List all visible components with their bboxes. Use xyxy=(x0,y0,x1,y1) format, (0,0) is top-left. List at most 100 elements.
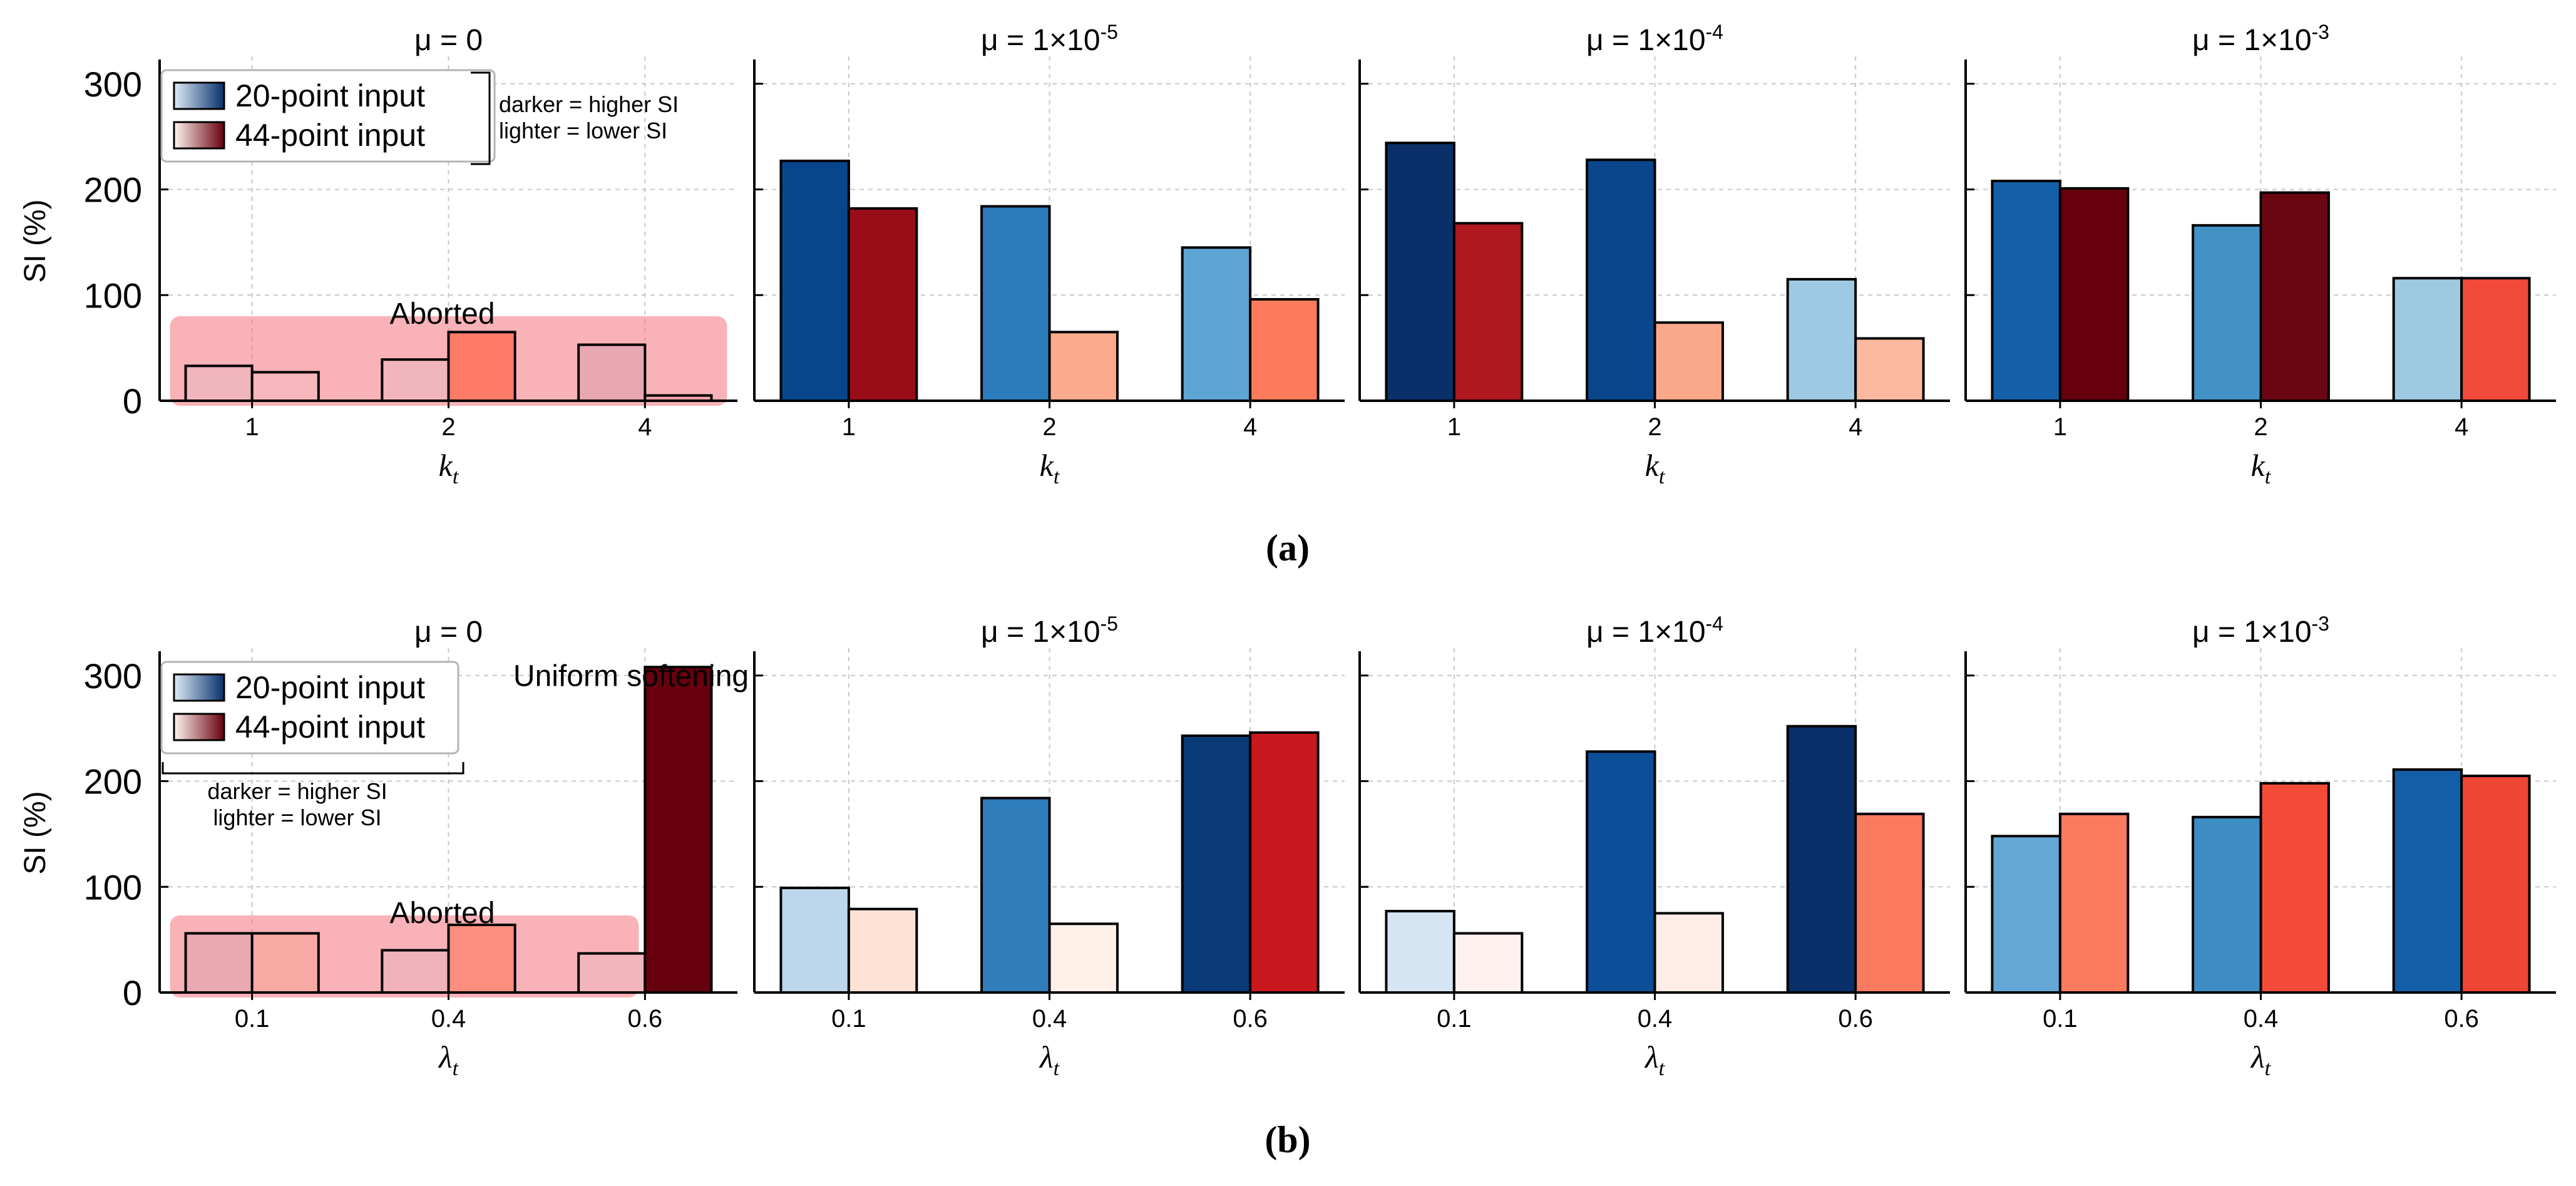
chart-panel-a-3: 1 2 4 kt μ = 1×10-4 xyxy=(1358,21,1950,488)
x-tick-label: 2 xyxy=(2254,413,2267,441)
bar-44-point xyxy=(1653,912,1724,994)
x-tick-label: 0.4 xyxy=(431,1005,466,1033)
x-axis-label: λt xyxy=(438,1039,459,1080)
legend-box xyxy=(160,69,496,163)
legend-bracket xyxy=(162,762,464,775)
panel-title: μ = 1×10-5 xyxy=(981,612,1118,649)
bar-20-point xyxy=(381,949,450,994)
bar-44-point xyxy=(1854,812,1925,994)
panel-title: μ = 0 xyxy=(414,24,483,57)
aborted-label: Aborted xyxy=(389,897,495,930)
x-axis-label: kt xyxy=(439,448,459,488)
bar-44-point xyxy=(1653,321,1724,402)
bar-20-point xyxy=(779,159,850,402)
x-axis-label: λt xyxy=(2250,1039,2272,1080)
bar-44-point xyxy=(447,924,516,994)
y-tick-label: 0 xyxy=(123,973,142,1013)
chart-panel-b-4: 0.1 0.4 0.6 λt μ = 1×10-3 xyxy=(1964,612,2556,1080)
bar-20-point xyxy=(779,886,850,994)
panel-title: μ = 1×10-3 xyxy=(2192,612,2329,649)
bar-20-point xyxy=(980,797,1051,994)
bar-20-point xyxy=(577,952,647,994)
bar-44-point xyxy=(1249,731,1320,994)
legend-row-b: 20-point input 44-point input darker = h… xyxy=(160,661,464,830)
chart-panel-a-1: Aborted 0 100 200 300 1 2 4 kt μ = 0 xyxy=(84,24,737,488)
bar-20-point xyxy=(1586,750,1656,994)
legend-bracket xyxy=(471,71,491,165)
x-tick-label: 0.1 xyxy=(1437,1005,1472,1033)
legend-entry-blue: 20-point input xyxy=(235,670,425,705)
bar-20-point xyxy=(1181,246,1252,402)
y-tick-label: 100 xyxy=(84,276,142,315)
caption-a: (a) xyxy=(1266,527,1310,569)
x-axis-label: kt xyxy=(1040,448,1060,488)
chart-panel-a-2: 1 2 4 kt μ = 1×10-5 xyxy=(753,21,1345,488)
x-tick-label: 2 xyxy=(441,413,455,441)
x-axis-label: λt xyxy=(1039,1039,1060,1080)
legend-entry-blue: 20-point input xyxy=(235,78,425,113)
bar-44-point xyxy=(847,207,918,402)
bar-44-point xyxy=(2259,781,2330,994)
bar-20-point xyxy=(2192,815,2262,994)
bar-44-point xyxy=(2460,775,2531,994)
legend-swatch-red xyxy=(173,121,225,150)
legend-entry-red: 44-point input xyxy=(235,118,425,153)
x-tick-label: 1 xyxy=(842,413,856,441)
x-tick-label: 1 xyxy=(2053,413,2067,441)
x-tick-label: 0.4 xyxy=(1638,1005,1673,1033)
bar-44-point xyxy=(1452,222,1524,402)
x-tick-label: 0.6 xyxy=(1838,1005,1873,1033)
bar-44-point xyxy=(250,371,320,402)
bar-44-point xyxy=(1249,298,1320,402)
legend-box xyxy=(160,661,459,755)
x-tick-label: 0.1 xyxy=(831,1005,866,1033)
bar-44-point xyxy=(2058,812,2130,994)
bar-20-point xyxy=(1385,142,1455,402)
x-axis-label: kt xyxy=(1645,448,1666,488)
legend-note-lighter: lighter = lower SI xyxy=(213,805,381,830)
aborted-label: Aborted xyxy=(389,297,495,331)
x-axis-label: λt xyxy=(1644,1039,1666,1080)
bar-44-point xyxy=(2058,187,2130,402)
caption-b: (b) xyxy=(1265,1119,1310,1160)
x-tick-label: 0.6 xyxy=(628,1005,663,1033)
chart-panel-b-2: 0.1 0.4 0.6 λt μ = 1×10-5 xyxy=(753,612,1345,1080)
legend-swatch-blue xyxy=(173,81,225,110)
bar-20-point xyxy=(1991,180,2061,402)
bar-44-point xyxy=(2259,191,2330,402)
y-tick-label: 300 xyxy=(84,64,142,104)
x-tick-label: 1 xyxy=(1447,413,1461,441)
legend-entry-red: 44-point input xyxy=(235,709,425,745)
x-tick-label: 0.1 xyxy=(235,1005,270,1033)
bar-44-point xyxy=(1048,331,1119,402)
chart-panels: Aborted 0 100 200 300 1 2 4 kt μ = 0 1 2 4 kt μ = 1×10… xyxy=(84,21,2556,1080)
legend-swatch-red xyxy=(173,713,225,741)
legend-swatch-blue xyxy=(173,673,225,702)
bar-44-point xyxy=(847,907,918,994)
chart-panel-b-1: Aborted Uniform softening 0 100 200 300 0.1 0.4… xyxy=(84,616,749,1080)
bar-44-point xyxy=(1854,337,1925,402)
y-tick-label: 200 xyxy=(84,170,142,210)
bar-20-point xyxy=(1786,724,1857,994)
y-tick-label: 300 xyxy=(84,656,142,696)
panel-title: μ = 1×10-4 xyxy=(1586,612,1723,649)
x-tick-label: 4 xyxy=(638,413,652,441)
x-tick-label: 4 xyxy=(1243,413,1257,441)
legend-note-darker: darker = higher SI xyxy=(499,91,679,117)
uniform-softening-label: Uniform softening xyxy=(513,660,749,693)
bar-20-point xyxy=(1586,158,1656,402)
legend-note-lighter: lighter = lower SI xyxy=(499,118,667,143)
chart-panel-b-3: 0.1 0.4 0.6 λt μ = 1×10-4 xyxy=(1358,612,1950,1080)
bar-20-point xyxy=(577,343,647,402)
x-tick-label: 1 xyxy=(245,413,259,441)
y-tick-label: 0 xyxy=(123,381,142,421)
bar-44-point xyxy=(1452,932,1524,994)
bar-20-point xyxy=(980,205,1051,402)
x-tick-label: 2 xyxy=(1648,413,1661,441)
x-tick-label: 0.4 xyxy=(2244,1005,2279,1033)
bar-20-point xyxy=(1786,277,1857,402)
panel-title: μ = 0 xyxy=(414,616,483,649)
bar-20-point xyxy=(1385,910,1455,994)
bar-20-point xyxy=(2392,768,2463,994)
x-tick-label: 0.4 xyxy=(1032,1005,1067,1033)
